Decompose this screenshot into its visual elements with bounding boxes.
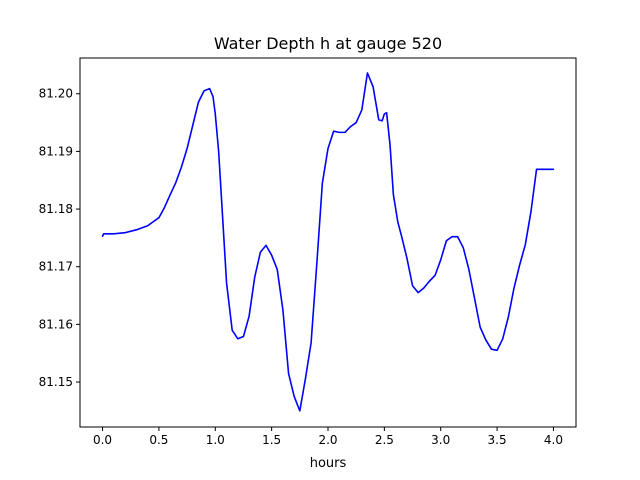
- y-tick-label: 81.20: [39, 87, 73, 101]
- y-tick-label: 81.15: [39, 375, 73, 389]
- plot-area: [101, 72, 555, 412]
- y-axis: 81.15 81.16 81.17 81.18 81.19 81.20: [39, 87, 80, 389]
- x-tick-label: 1.0: [206, 433, 225, 447]
- y-tick-label: 81.19: [39, 144, 73, 158]
- x-tick-label: 0.0: [93, 433, 112, 447]
- y-tick-label: 81.18: [39, 202, 73, 216]
- x-axis-label: hours: [310, 456, 347, 471]
- axes-frame: [79, 57, 577, 428]
- x-tick-label: 3.5: [488, 433, 507, 447]
- x-tick-label: 2.5: [375, 433, 394, 447]
- y-tick-label: 81.17: [39, 260, 73, 274]
- x-axis: 0.0 0.5 1.0 1.5 2.0 2.5 3.0 3.5 4.0: [93, 427, 563, 447]
- x-tick-label: 3.0: [431, 433, 450, 447]
- x-tick-label: 2.0: [318, 433, 337, 447]
- y-tick-label: 81.16: [39, 317, 73, 331]
- chart-title: Water Depth h at gauge 520: [214, 34, 442, 53]
- x-tick-label: 1.5: [262, 433, 281, 447]
- series-line-0: [101, 72, 555, 412]
- x-tick-label: 0.5: [149, 433, 168, 447]
- x-tick-label: 4.0: [544, 433, 563, 447]
